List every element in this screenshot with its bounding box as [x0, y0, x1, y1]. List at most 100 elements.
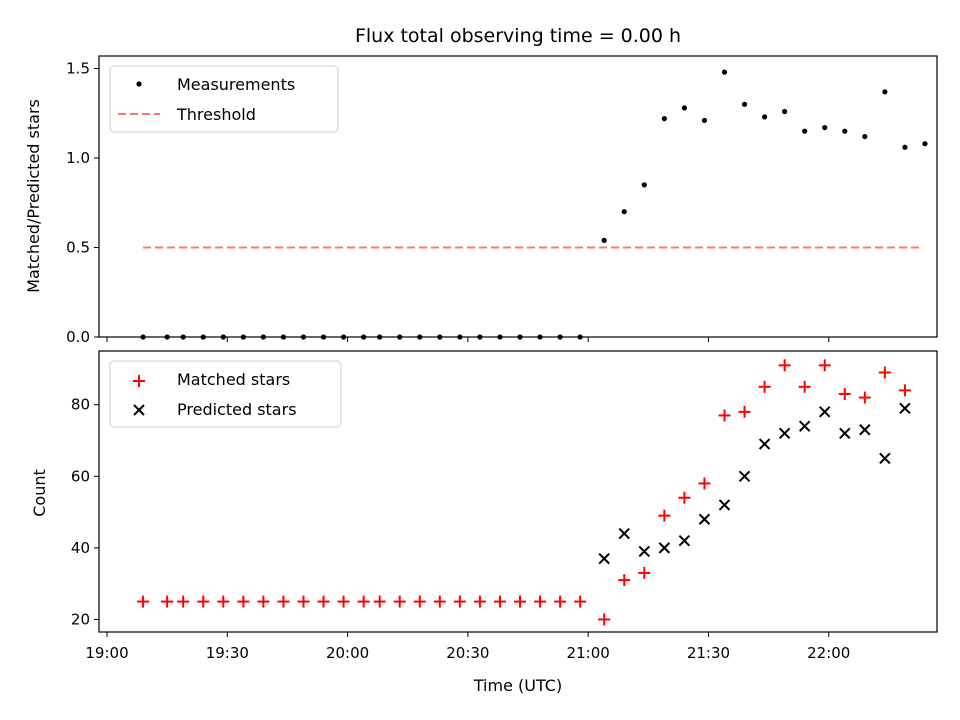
predicted-stars-point	[678, 535, 691, 547]
matched-stars-point	[758, 380, 771, 393]
matched-stars-point	[257, 595, 270, 608]
predicted-stars-point	[758, 438, 771, 450]
matched-stars-point	[878, 366, 891, 379]
legend-matched-marker	[133, 375, 145, 387]
matched-stars-point	[738, 405, 751, 418]
matched-stars-point	[237, 595, 250, 608]
ratio-ytick-label: 0.0	[66, 328, 90, 346]
measurements-point	[922, 141, 928, 147]
counts-plot-frame	[98, 350, 938, 633]
ratio-legend: Measurements Threshold	[109, 65, 339, 133]
chart-title: Flux total observing time = 0.00 h	[355, 25, 681, 47]
legend-predicted-label: Predicted stars	[177, 400, 297, 419]
ratio-panel: Matched/Predicted stars 0.0 0.5 1.0 1.5 Mea…	[24, 55, 938, 346]
matched-stars-point	[161, 595, 174, 608]
xtick-label: 21:00	[567, 644, 610, 662]
counts-panel: Count 20 40 60 80 19:00 19:30 20:00 20:30 21:00 2…	[30, 350, 938, 662]
predicted-stars-point	[859, 424, 871, 436]
predicted-stars-point	[718, 499, 731, 511]
legend-measurements-label: Measurements	[177, 75, 295, 94]
measurements-point	[641, 182, 647, 188]
matched-stars-point	[818, 359, 831, 372]
matched-stars-point	[317, 595, 330, 608]
counts-ytick-label: 60	[71, 467, 90, 485]
xtick-label: 22:00	[807, 644, 850, 662]
measurements-point	[701, 117, 708, 124]
matched-stars-point	[638, 566, 651, 579]
predicted-stars-point	[839, 427, 851, 440]
legend-matched-label: Matched stars	[177, 370, 290, 389]
matched-stars-point	[373, 595, 386, 608]
counts-ytick-label: 80	[71, 396, 90, 414]
predicted-stars-point	[658, 542, 671, 554]
measurements-point	[601, 237, 607, 243]
counts-ytick-label: 40	[71, 539, 90, 557]
ratio-legend-box	[109, 65, 339, 133]
legend-measurements-marker	[136, 81, 142, 87]
counts-legend: Matched stars Predicted stars	[109, 360, 342, 428]
measurements-point	[721, 69, 728, 75]
matched-stars-point	[277, 595, 290, 608]
predicted-stars-point	[819, 406, 831, 418]
xtick-label: 21:30	[687, 644, 730, 662]
measurements-point	[621, 209, 627, 215]
predicted-stars-point	[698, 513, 711, 525]
measurements-point	[681, 105, 687, 111]
legend-threshold-label: Threshold	[176, 105, 256, 124]
measurements-point	[902, 144, 908, 150]
matched-stars-point	[433, 595, 446, 608]
matched-stars-point	[838, 387, 851, 400]
x-axis-label: Time (UTC)	[473, 676, 562, 695]
matched-stars-point	[678, 491, 691, 504]
measurements-point	[661, 116, 667, 122]
predicted-stars-point	[879, 452, 891, 465]
predicted-stars-point	[598, 552, 610, 565]
matched-stars-point	[658, 509, 671, 522]
matched-stars-point	[297, 595, 310, 608]
measurements-point	[782, 108, 788, 115]
predicted-stars-point	[778, 427, 791, 440]
xtick-label: 19:30	[206, 644, 249, 662]
measurements-point	[862, 133, 868, 140]
matched-stars-point	[197, 595, 210, 608]
predicted-stars-point	[618, 527, 630, 540]
matched-stars-point	[598, 613, 611, 626]
xtick-label: 20:30	[446, 644, 489, 662]
measurements-point	[882, 89, 888, 95]
matched-stars-point	[718, 409, 731, 422]
counts-y-axis-label: Count	[30, 469, 49, 517]
ratio-ytick-label: 1.5	[66, 60, 90, 78]
ratio-y-axis-label: Matched/Predicted stars	[24, 99, 43, 293]
matched-stars-point	[357, 595, 370, 608]
predicted-stars-point	[638, 545, 651, 558]
xtick-label: 19:00	[85, 644, 128, 662]
ratio-ytick-label: 0.5	[66, 239, 90, 257]
matched-stars-point	[618, 574, 631, 587]
matched-stars-point	[177, 595, 190, 608]
legend-predicted-marker	[133, 404, 145, 416]
matched-stars-point	[534, 595, 547, 608]
matched-stars-point	[574, 595, 587, 608]
matched-stars-point	[393, 595, 406, 608]
matched-stars-point	[217, 595, 230, 608]
xtick-label: 20:00	[326, 644, 369, 662]
measurements-point	[802, 128, 808, 134]
matched-stars-point	[778, 359, 791, 372]
matched-stars-point	[698, 477, 711, 490]
ratio-plot-frame	[98, 55, 938, 338]
predicted-stars-point	[798, 420, 811, 432]
matched-stars-point	[337, 595, 350, 608]
counts-ytick-label: 20	[71, 610, 90, 628]
matched-stars-point	[473, 595, 486, 608]
matched-stars-point	[898, 384, 911, 397]
matched-stars-point	[453, 595, 466, 608]
measurements-point	[822, 124, 828, 131]
matched-stars-point	[493, 595, 506, 608]
predicted-stars-point	[899, 402, 911, 414]
measurements-point	[761, 114, 768, 120]
measurements-point	[842, 128, 848, 134]
matched-stars-point	[798, 380, 811, 393]
matched-stars-point	[858, 391, 871, 404]
counts-legend-box	[109, 360, 342, 428]
